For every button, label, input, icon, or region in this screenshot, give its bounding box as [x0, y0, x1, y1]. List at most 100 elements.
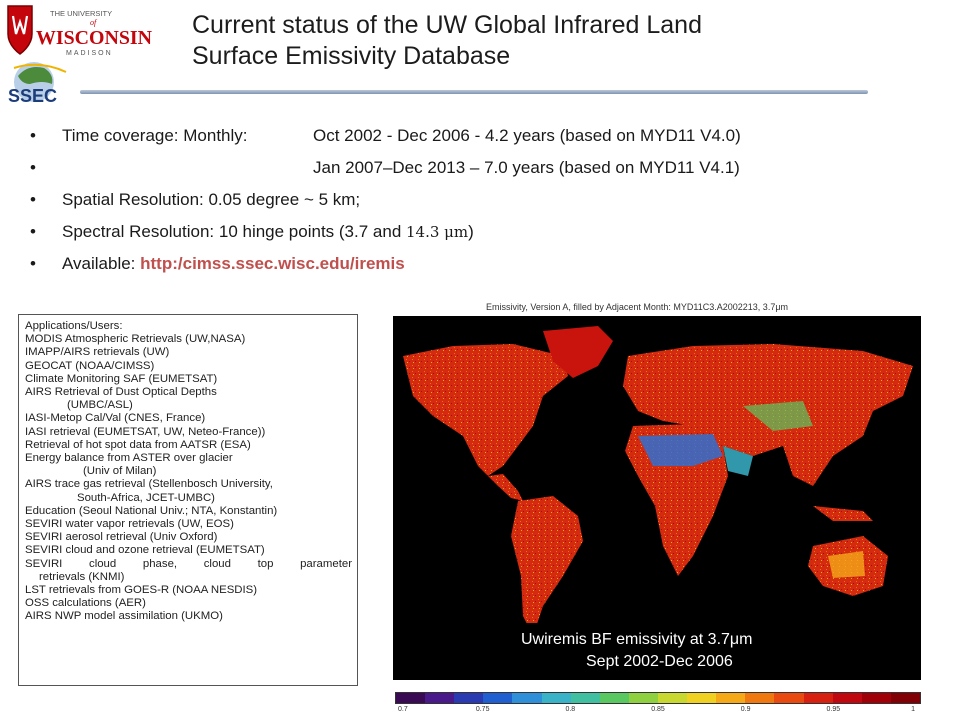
colorbar-swatch [483, 693, 513, 703]
ssec-logo: SSEC [4, 58, 76, 108]
app-word: cloud [89, 557, 117, 570]
app-item-cont: (Univ of Milan) [83, 465, 157, 478]
uw-madison-logo: THE UNIVERSITY of WISCONSIN MADISON [6, 4, 156, 58]
applications-box: Applications/Users: MODIS Atmospheric Re… [18, 314, 358, 686]
time-coverage-label: Time coverage: Monthly: [62, 126, 248, 145]
emissivity-map [393, 316, 921, 680]
spectral-resolution-unit: 14.3 μm [406, 223, 469, 241]
map-title: Emissivity, Version A, filled by Adjacen… [486, 302, 789, 312]
app-item-cont: South-Africa, JCET-UMBC) [77, 491, 215, 504]
map-sahara [638, 434, 723, 466]
colorbar-swatch [454, 693, 484, 703]
spectral-resolution-text: Spectral Resolution: 10 hinge points (3.… [62, 222, 407, 241]
spatial-resolution-text: Spatial Resolution: 0.05 degree ~ 5 km; [62, 190, 361, 209]
caption-line-1: Uwiremis BF emissivity at 3.7μm [521, 631, 753, 648]
colorbar-tick-label: 0.8 [565, 706, 576, 713]
caption-line-2: Sept 2002-Dec 2006 [586, 653, 733, 670]
map-north-america [403, 344, 568, 476]
colorbar-swatch [512, 693, 542, 703]
colorbar-swatch [541, 693, 571, 703]
time-coverage-v40: Oct 2002 - Dec 2006 - 4.2 years (based o… [313, 126, 741, 145]
colorbar-tick-label: 0.7 [398, 706, 408, 713]
bullet-dot: • [30, 222, 36, 241]
time-coverage-v41: Jan 2007–Dec 2013 – 7.0 years (based on … [313, 158, 740, 177]
available-label: Available: [62, 254, 141, 273]
app-item: GEOCAT (NOAA/CIMSS) [25, 359, 155, 372]
app-item: IASI retrieval (EUMETSAT, UW, Neteo-Fran… [25, 425, 266, 438]
app-item: SEVIRI water vapor retrievals (UW, EOS) [25, 518, 234, 531]
app-item: Climate Monitoring SAF (EUMETSAT) [25, 372, 218, 385]
app-item-justified: SEVIRI cloud phase, cloud top parameter [25, 558, 352, 571]
app-item: Retrieval of hot spot data from AATSR (E… [25, 438, 251, 451]
map-caption: Uwiremis BF emissivity at 3.7μm Sept 200… [511, 623, 921, 680]
colorbar-tick-label: 0.85 [651, 706, 665, 713]
app-item: LST retrievals from GOES-R (NOAA NESDIS) [25, 584, 258, 597]
colorbar-swatch [716, 693, 746, 703]
page-title: Current status of the UW Global Infrared… [192, 10, 932, 72]
app-item-cont: retrievals (KNMI) [39, 570, 125, 583]
colorbar [395, 692, 921, 704]
map-arabia [723, 446, 753, 476]
colorbar-swatch [890, 693, 920, 703]
app-word: parameter [300, 557, 352, 570]
bullet-time-coverage: • Time coverage: Monthly: Oct 2002 - Dec… [30, 120, 930, 152]
colorbar-swatch [599, 693, 629, 703]
app-word: top [257, 557, 274, 570]
colorbar-tick-label: 0.9 [740, 706, 751, 713]
bullet-dot: • [30, 254, 36, 273]
map-central-asia [743, 401, 813, 431]
app-item: AIRS trace gas retrieval (Stellenbosch U… [25, 478, 273, 491]
ssec-logo-text: SSEC [8, 86, 57, 106]
bullet-spatial-resolution: • Spatial Resolution: 0.05 degree ~ 5 km… [30, 184, 930, 216]
app-item: IMAPP/AIRS retrievals (UW) [25, 346, 170, 359]
app-item: Energy balance from ASTER over glacier [25, 452, 233, 465]
map-australia-desert [828, 551, 865, 578]
app-item: Education (Seoul National Univ.; NTA, Ko… [25, 504, 278, 517]
map-south-america [511, 496, 583, 636]
colorbar-swatch [570, 693, 600, 703]
app-item: AIRS NWP model assimilation (UKMO) [25, 610, 223, 623]
app-item-cont: (UMBC/ASL) [67, 399, 133, 412]
title-line-2: Surface Emissivity Database [192, 42, 511, 70]
map-indonesia [813, 506, 873, 521]
uw-logo-line4: MADISON [66, 50, 113, 57]
colorbar-swatch [832, 693, 862, 703]
app-item: IASI-Metop Cal/Val (CNES, France) [25, 412, 206, 425]
colorbar-tick-label: 1 [911, 706, 916, 713]
bullet-dot: • [30, 158, 36, 177]
colorbar-swatch [803, 693, 833, 703]
bullet-dot: • [30, 126, 36, 145]
bullet-available: • Available: http:/cimss.ssec.wisc.edu/i… [30, 248, 930, 280]
applications-heading: Applications/Users: [25, 320, 123, 332]
colorbar-tick-label: 0.75 [475, 706, 490, 713]
spectral-resolution-suffix: ) [468, 222, 474, 241]
iremis-link[interactable]: http:/cimss.ssec.wisc.edu/iremis [140, 254, 405, 273]
colorbar-swatch [425, 693, 455, 703]
map-central-america [488, 474, 523, 501]
bullet-list: • Time coverage: Monthly: Oct 2002 - Dec… [30, 120, 930, 280]
bullet-spectral-resolution: • Spectral Resolution: 10 hinge points (… [30, 216, 930, 248]
colorbar-swatch [628, 693, 658, 703]
uw-logo-line1: THE UNIVERSITY [50, 9, 112, 18]
uw-logo-line2: of [90, 18, 98, 27]
colorbar-swatch [774, 693, 804, 703]
app-word: phase, [142, 557, 178, 570]
map-greenland [543, 326, 613, 378]
title-divider [80, 90, 868, 94]
colorbar-tick-label: 0.95 [826, 706, 841, 713]
app-item: MODIS Atmospheric Retrievals (UW,NASA) [25, 333, 246, 346]
colorbar-swatch [657, 693, 688, 703]
bullet-dot: • [30, 190, 36, 209]
uw-logo-line3: WISCONSIN [36, 27, 153, 49]
app-item: OSS calculations (AER) [25, 597, 146, 610]
app-item: SEVIRI cloud and ozone retrieval (EUMETS… [25, 544, 265, 557]
colorbar-swatch [396, 693, 426, 703]
app-item: SEVIRI aerosol retrieval (Univ Oxford) [25, 531, 218, 544]
colorbar-swatch [861, 693, 891, 703]
colorbar-ticks: 0.7 0.75 0.8 0.85 0.9 0.95 1 [395, 706, 921, 718]
bullet-time-coverage-2: • Jan 2007–Dec 2013 – 7.0 years (based o… [30, 152, 930, 184]
title-line-1: Current status of the UW Global Infrared… [192, 11, 702, 39]
app-word: SEVIRI [25, 557, 63, 570]
colorbar-swatch [687, 693, 717, 703]
app-word: cloud [203, 557, 231, 570]
